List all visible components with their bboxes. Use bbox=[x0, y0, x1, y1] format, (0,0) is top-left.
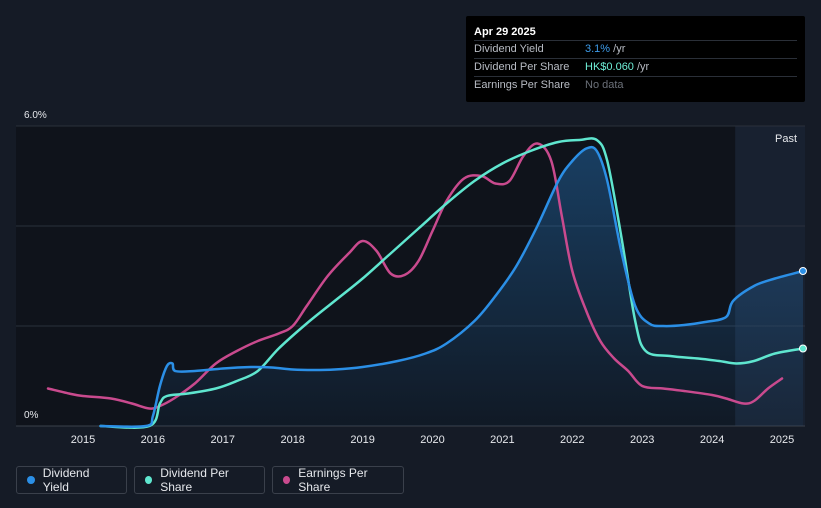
x-tick-label: 2017 bbox=[211, 434, 235, 446]
tooltip-label: Earnings Per Share bbox=[474, 79, 570, 91]
y-tick-label: 6.0% bbox=[24, 110, 47, 121]
dividend-yield-area bbox=[100, 147, 803, 427]
legend-dot-icon bbox=[145, 476, 153, 484]
tooltip-row-dividend-yield: Dividend Yield 3.1% /yr bbox=[474, 40, 797, 58]
legend-dividend-per-share[interactable]: Dividend Per Share bbox=[134, 466, 265, 494]
past-label: Past bbox=[775, 133, 797, 145]
tooltip-value: 3.1% bbox=[585, 43, 611, 55]
dividend-yield-end-marker bbox=[798, 267, 807, 275]
tooltip-date: Apr 29 2025 bbox=[474, 26, 536, 38]
x-tick-label: 2021 bbox=[490, 434, 514, 446]
x-tick-label: 2023 bbox=[630, 434, 654, 446]
legend-dividend-yield[interactable]: Dividend Yield bbox=[16, 466, 127, 494]
x-tick-label: 2016 bbox=[141, 434, 165, 446]
legend-earnings-per-share[interactable]: Earnings Per Share bbox=[272, 466, 404, 494]
x-tick-label: 2020 bbox=[420, 434, 444, 446]
earnings-per-share-line bbox=[46, 142, 784, 410]
dividend-yield-line bbox=[99, 145, 805, 428]
tooltip-unit: /yr bbox=[610, 43, 626, 55]
tooltip-value: No data bbox=[585, 79, 624, 91]
x-tick-label: 2019 bbox=[350, 434, 374, 446]
dividend-per-share-line bbox=[99, 137, 805, 429]
x-tick-label: 2024 bbox=[700, 434, 724, 446]
legend-label: Earnings Per Share bbox=[298, 466, 368, 494]
legend-dot-icon bbox=[27, 476, 35, 484]
dividend-per-share-end-marker bbox=[798, 344, 807, 353]
tooltip-label: Dividend Yield bbox=[474, 43, 544, 55]
tooltip: Apr 29 2025 Dividend Yield 3.1% /yr Divi… bbox=[466, 16, 805, 102]
x-tick-label: 2022 bbox=[560, 434, 584, 446]
tooltip-row-dividend-per-share: Dividend Per Share HK$0.060 /yr bbox=[474, 58, 797, 76]
y-tick-label: 0% bbox=[24, 410, 39, 421]
legend-label: Dividend Yield bbox=[42, 466, 90, 494]
tooltip-value: HK$0.060 bbox=[585, 61, 634, 73]
tooltip-label: Dividend Per Share bbox=[474, 61, 570, 73]
x-tick-label: 2015 bbox=[71, 434, 95, 446]
legend-dot-icon bbox=[283, 476, 291, 484]
tooltip-unit: /yr bbox=[633, 61, 650, 73]
x-tick-label: 2018 bbox=[280, 434, 304, 446]
tooltip-row-earnings-per-share: Earnings Per Share No data bbox=[474, 76, 797, 94]
x-tick-label: 2025 bbox=[770, 434, 794, 446]
legend-label: Dividend Per Share bbox=[160, 466, 229, 494]
